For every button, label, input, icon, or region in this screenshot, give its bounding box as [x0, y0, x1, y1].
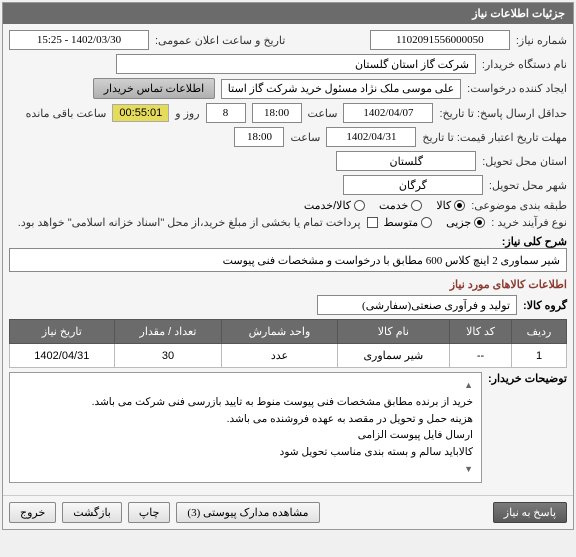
table-header: ردیف: [512, 320, 567, 344]
price-date-input[interactable]: [326, 127, 416, 147]
radio-medium-label: متوسط: [384, 216, 419, 229]
req-no-input[interactable]: [370, 30, 510, 50]
reply-date-input[interactable]: [343, 103, 433, 123]
details-panel: جزئیات اطلاعات نیاز شماره نیاز: تاریخ و …: [2, 2, 574, 530]
attachments-button[interactable]: مشاهده مدارک پیوستی (3): [176, 502, 319, 523]
radio-service[interactable]: خدمت: [379, 199, 422, 212]
note-line: خرید از برنده مطابق مشخصات فنی پیوست منو…: [18, 394, 473, 411]
exit-button[interactable]: خروج: [9, 502, 56, 523]
goods-section-title: اطلاعات کالاهای مورد نیاز: [9, 278, 567, 291]
radio-goods[interactable]: کالا: [436, 199, 465, 212]
radio-goods-label: کالا: [436, 199, 451, 212]
desc-input[interactable]: [9, 248, 567, 272]
note-line: کالاباید سالم و بسته بندی مناسب تحویل شو…: [18, 444, 473, 461]
table-cell: 1402/04/31: [10, 344, 115, 368]
table-cell: 1: [512, 344, 567, 368]
contact-buyer-button[interactable]: اطلاعات تماس خریدار: [93, 78, 215, 99]
radio-partial[interactable]: جزیی: [446, 216, 485, 229]
buyer-org-input[interactable]: [116, 54, 476, 74]
radio-goods-service[interactable]: کالا/خدمت: [304, 199, 365, 212]
reply-time-input[interactable]: [252, 103, 302, 123]
reply-deadline-label: حداقل ارسال پاسخ: تا تاریخ:: [439, 107, 567, 120]
countdown-badge: 00:55:01: [112, 104, 169, 122]
time-label-2: ساعت: [290, 131, 320, 144]
radio-dot-icon: [421, 217, 432, 228]
partial-note: پرداخت تمام یا بخشی از مبلغ خرید،از محل …: [18, 216, 361, 229]
radio-medium[interactable]: متوسط: [384, 216, 433, 229]
table-cell: شیر سماوری: [337, 344, 449, 368]
province-label: استان محل تحویل:: [482, 155, 567, 168]
footer-toolbar: پاسخ به نیاز مشاهده مدارک پیوستی (3) چاپ…: [3, 495, 573, 529]
radio-dot-icon: [354, 200, 365, 211]
radio-service-label: خدمت: [379, 199, 408, 212]
announce-label: تاریخ و ساعت اعلان عمومی:: [155, 34, 285, 47]
chevron-down-icon[interactable]: ▼: [464, 464, 473, 474]
topic-class-label: طبقه بندی موضوعی:: [471, 199, 567, 212]
and-label: روز و: [175, 107, 199, 120]
table-header: نام کالا: [337, 320, 449, 344]
remaining-label: ساعت باقی مانده: [26, 107, 107, 120]
chevron-up-icon[interactable]: ▲: [464, 380, 473, 390]
table-header: تاریخ نیاز: [10, 320, 115, 344]
table-header: تعداد / مقدار: [114, 320, 222, 344]
panel-title: جزئیات اطلاعات نیاز: [3, 3, 573, 24]
price-time-input[interactable]: [234, 127, 284, 147]
purchase-type-label: نوع فرآیند خرید :: [491, 216, 567, 229]
radio-goods-service-label: کالا/خدمت: [304, 199, 351, 212]
purchase-type-radio-group: جزیی متوسط: [384, 216, 486, 229]
announce-dt-input[interactable]: [9, 30, 149, 50]
time-label-1: ساعت: [308, 107, 338, 120]
note-line: ارسال فایل پیوست الزامی: [18, 427, 473, 444]
goods-group-input[interactable]: [317, 295, 517, 315]
city-input[interactable]: [343, 175, 483, 195]
buyer-notes-box: ▲ خرید از برنده مطابق مشخصات فنی پیوست م…: [9, 372, 482, 483]
reply-button[interactable]: پاسخ به نیاز: [493, 502, 567, 523]
treasury-checkbox[interactable]: [367, 217, 378, 228]
table-cell: 30: [114, 344, 222, 368]
radio-dot-icon: [474, 217, 485, 228]
note-line: هزینه حمل و تحویل در مقصد به عهده فروشند…: [18, 411, 473, 428]
back-button[interactable]: بازگشت: [62, 502, 122, 523]
requester-input[interactable]: [221, 79, 461, 99]
table-row[interactable]: 1--شیر سماوریعدد301402/04/31: [10, 344, 567, 368]
buyer-org-label: نام دستگاه خریدار:: [482, 58, 567, 71]
table-cell: عدد: [222, 344, 337, 368]
province-input[interactable]: [336, 151, 476, 171]
radio-partial-label: جزیی: [446, 216, 471, 229]
radio-dot-icon: [454, 200, 465, 211]
panel-body: شماره نیاز: تاریخ و ساعت اعلان عمومی: نا…: [3, 24, 573, 489]
table-header: کد کالا: [450, 320, 512, 344]
req-no-label: شماره نیاز:: [516, 34, 567, 47]
goods-group-label: گروه کالا:: [523, 299, 567, 312]
radio-dot-icon: [411, 200, 422, 211]
goods-table: ردیفکد کالانام کالاواحد شمارشتعداد / مقد…: [9, 319, 567, 368]
hours-input[interactable]: [206, 103, 246, 123]
topic-class-radio-group: کالا خدمت کالا/خدمت: [304, 199, 465, 212]
buyer-notes-label: توضیحات خریدار:: [488, 368, 567, 385]
price-valid-label: مهلت تاریخ اعتبار قیمت: تا تاریخ: [422, 131, 567, 144]
requester-label: ایجاد کننده درخواست:: [467, 82, 567, 95]
desc-label: شرح کلی نیاز:: [502, 236, 567, 248]
print-button[interactable]: چاپ: [128, 502, 171, 523]
table-cell: --: [450, 344, 512, 368]
table-header: واحد شمارش: [222, 320, 337, 344]
city-label: شهر محل تحویل:: [489, 179, 567, 192]
